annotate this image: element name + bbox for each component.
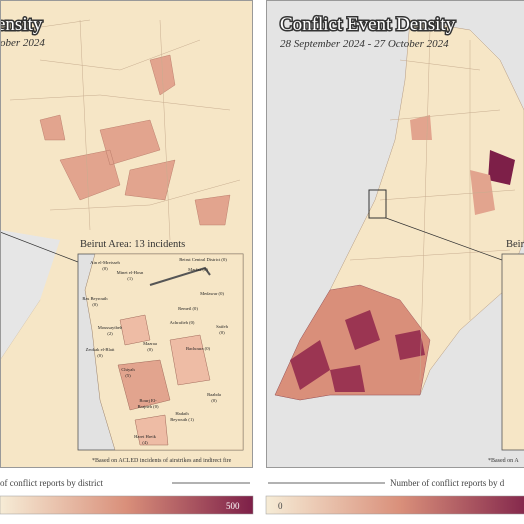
district-label: Ras Beyrouth (82, 296, 108, 301)
footnote: *Based on A (488, 458, 519, 464)
district-label: Achrafieh (0) (170, 320, 195, 325)
panel-frame (266, 0, 524, 468)
district-label: (0) (102, 266, 108, 271)
district-label: Ain el-Mreisseh (90, 260, 120, 265)
district-label: Mazraa (143, 341, 157, 346)
district-label: (2) (107, 331, 113, 336)
legend-bar (0, 495, 254, 515)
district-label: Hadath (175, 411, 189, 416)
inset-title: Beiru (506, 239, 524, 250)
map-subtitle: 28 September 2024 - 27 October 2024 (280, 38, 449, 50)
map-title: Conflict Event Density (280, 14, 456, 35)
legend-label: of conflict reports by district (0, 478, 103, 488)
district-label: (0) (211, 398, 217, 403)
map-subtitle: ober 2024 (0, 37, 45, 49)
district-label: Zeokak el-Blatt (86, 347, 115, 352)
district-label: Beirut Central District (0) (179, 257, 227, 262)
district-label: Saifeh (216, 324, 228, 329)
district-label: Beyrouth (1) (170, 417, 194, 422)
district-label: Baabda (207, 392, 221, 397)
district-label: (1) (127, 276, 133, 281)
district-label: Remeil (0) (178, 306, 198, 311)
district-label: Bachoura (0) (186, 346, 211, 351)
district-label: Marfaa (0) (188, 267, 208, 272)
panel-frame (0, 0, 253, 468)
district-label: (5) (125, 373, 131, 378)
legend-min: 0 (278, 501, 283, 511)
district-label: Bourj El- (139, 398, 157, 403)
map-title: ensity (0, 14, 43, 35)
legend-label: Number of conflict reports by d (390, 478, 505, 488)
footnote: *Based on ACLED incidents of airstrikes … (92, 457, 232, 464)
district-label: Moussaytbeh (98, 325, 123, 330)
district-label: (0) (147, 347, 153, 352)
district-label: Brajneh (0) (137, 404, 159, 409)
district-label: (0) (97, 353, 103, 358)
district-label: Haret Hreik (134, 434, 157, 439)
district-label: (4) (142, 440, 148, 445)
district-label: (0) (219, 330, 225, 335)
district-label: Minet el-Hosn (117, 270, 144, 275)
right-map: Beiru *Based on A Conflict Event Density… (266, 0, 524, 468)
inset-title: Beirut Area: 13 incidents (80, 239, 185, 250)
district-label: (0) (92, 302, 98, 307)
legend-bar (265, 495, 524, 515)
left-map: Beirut Area: 13 incidents *Based on ACLE… (0, 0, 253, 468)
legend-max: 500 (226, 501, 240, 511)
district-label: Medawar (0) (200, 291, 224, 296)
district-label: Chiyah (121, 367, 135, 372)
